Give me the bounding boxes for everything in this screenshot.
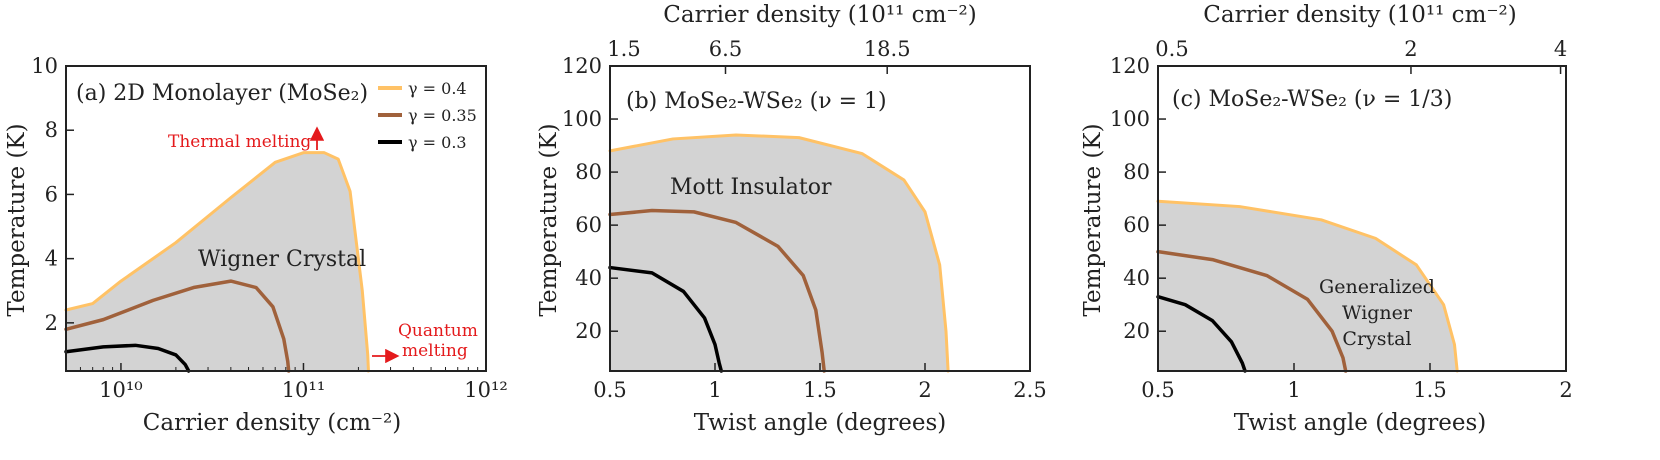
panel-a: 2 4 6 8 10 10¹⁰ 10¹¹ 10¹² Temperature (K) Carri… [4,54,508,436]
panel-b-series-gamma-03-line [608,265,724,373]
panel-c-top-axis-label: Carrier density (10¹¹ cm⁻²) [1203,2,1516,28]
panel-b-series-gamma-04-line [608,133,950,373]
panel-b-series-gamma-035-line [608,208,826,373]
panel-c-y-tick-label: 120 [1110,54,1150,78]
panel-c-y-tick-label: 60 [1123,213,1150,237]
panel-c-y-tick-label: 80 [1123,160,1150,184]
panel-a-y-tick-label: 6 [45,182,58,206]
panel-c-x-tick-label: 1.5 [1413,378,1446,402]
thermal-melting-annotation: Thermal melting [168,132,311,152]
panel-c-title: (c) MoSe₂-WSe₂ (ν = 1/3) [1172,87,1452,112]
panel-b-top-axis-label: Carrier density (10¹¹ cm⁻²) [663,2,976,28]
panel-b-top-tick-label: 6.5 [709,37,742,61]
panel-a-axes-frame [65,65,487,372]
panel-b-x-axis-label: Twist angle (degrees) [694,410,946,436]
quantum-melting-annotation-line2: melting [402,341,468,361]
panel-b-x-tick-label: 1 [708,378,721,402]
panel-b-y-tick-label: 20 [575,319,602,343]
panel-a-x-tick-label: 10¹¹ [282,378,326,402]
panel-a-plot: 2 4 6 8 10 10¹⁰ 10¹¹ 10¹² [31,54,508,402]
legend-label-gamma-035: γ = 0.35 [408,106,477,125]
panel-c-top-tick-label: 0.5 [1155,37,1188,61]
panel-c-series-gamma-035-line [1156,249,1348,373]
panel-b-x-tick-label: 2 [918,378,931,402]
panel-b-phase-region-fill [610,134,949,371]
panel-a-title: (a) 2D Monolayer (MoSe₂) [76,81,368,106]
panel-b-title: (b) MoSe₂-WSe₂ (ν = 1) [626,89,887,114]
panel-a-y-tick-label: 4 [45,247,58,271]
panel-c-region-label-line2: Wigner [1342,302,1413,324]
panel-b-x-tick-label: 2.5 [1013,378,1046,402]
panel-c-y-tick-label: 100 [1110,107,1150,131]
panel-a-x-axis-label: Carrier density (cm⁻²) [143,410,401,436]
quantum-melting-annotation-line1: Quantum [398,321,478,341]
panel-a-y-tick-label: 8 [45,118,58,142]
panel-a-series-gamma-035-line [64,279,291,373]
panel-c-y-axis-label: Temperature (K) [1080,123,1106,316]
panel-b-y-axis-label: Temperature (K) [536,123,562,316]
panel-c-y-tick-label: 20 [1123,319,1150,343]
panel-b-x-tick-label: 1.5 [803,378,836,402]
panel-a-y-axis-label: Temperature (K) [4,123,30,316]
panel-c-region-label-line1: Generalized [1319,276,1435,298]
panel-a-y-tick-label: 10 [31,54,58,78]
panel-a-x-tick-label: 10¹² [464,378,508,402]
panel-c-top-tick-label: 2 [1404,37,1417,61]
panel-b-y-tick-label: 40 [575,266,602,290]
panel-b-top-tick-label: 1.5 [607,37,640,61]
panel-c-region-label-line3: Crystal [1342,328,1411,350]
panel-a-y-tick-label: 2 [45,311,58,335]
panel-c-x-tick-label: 2 [1559,378,1572,402]
panel-b-y-tick-label: 120 [562,54,602,78]
panel-a-legend: γ = 0.4 γ = 0.35 γ = 0.3 [378,79,477,152]
panel-c-y-tick-label: 40 [1123,266,1150,290]
panel-a-series-gamma-04-line [64,151,370,373]
panel-b: 20 40 60 80 100 120 0.5 1 1.5 2 2.5 1.5 6.5 18.5 Carr… [536,2,1047,436]
panel-c-axes-frame [1157,65,1567,372]
panel-c-series-gamma-04-line [1156,199,1459,373]
panel-b-region-label: Mott Insulator [670,175,832,200]
panel-c-series-gamma-03-line [1156,294,1247,373]
panel-c-x-tick-label: 1 [1287,378,1300,402]
panel-b-y-tick-label: 60 [575,213,602,237]
panel-c-x-tick-label: 0.5 [1141,378,1174,402]
panel-b-x-tick-label: 0.5 [593,378,626,402]
legend-label-gamma-04: γ = 0.4 [408,79,467,98]
legend-label-gamma-03: γ = 0.3 [408,133,467,152]
panel-c-x-axis-label: Twist angle (degrees) [1234,410,1486,436]
panel-a-region-label: Wigner Crystal [198,247,366,272]
panel-a-series-gamma-03-line [64,343,191,373]
panel-c-top-tick-label: 4 [1554,37,1567,61]
panel-b-plot: 20 40 60 80 100 120 0.5 1 1.5 2 2.5 1.5 6.5 18.5 [562,37,1047,402]
panel-b-y-tick-label: 100 [562,107,602,131]
panel-b-top-tick-label: 18.5 [864,37,911,61]
panel-b-y-tick-label: 80 [575,160,602,184]
panel-a-x-tick-label: 10¹⁰ [99,378,143,402]
panel-a-phase-region-fill [66,152,369,371]
